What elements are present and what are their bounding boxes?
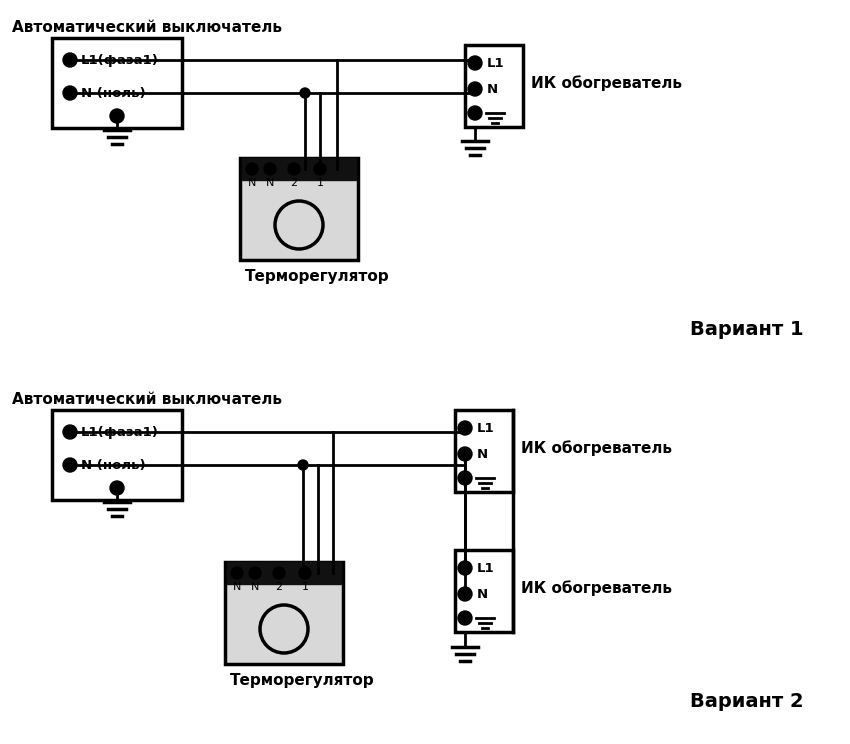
- Text: L1: L1: [487, 57, 505, 69]
- Text: Автоматический выключатель: Автоматический выключатель: [12, 20, 282, 35]
- Text: 2: 2: [275, 582, 282, 592]
- Circle shape: [300, 88, 310, 98]
- Circle shape: [458, 561, 472, 575]
- Circle shape: [458, 447, 472, 461]
- Circle shape: [63, 458, 77, 472]
- Circle shape: [468, 82, 482, 96]
- Circle shape: [458, 421, 472, 435]
- Bar: [52, 410, 182, 500]
- Bar: [455, 410, 513, 492]
- Circle shape: [288, 163, 300, 175]
- Text: N: N: [266, 178, 275, 188]
- Circle shape: [298, 460, 308, 470]
- Text: N: N: [251, 582, 259, 592]
- Text: Вариант 1: Вариант 1: [690, 320, 803, 339]
- Circle shape: [63, 425, 77, 439]
- Text: Автоматический выключатель: Автоматический выключатель: [12, 392, 282, 407]
- Text: N: N: [487, 83, 498, 95]
- Text: 1: 1: [316, 178, 324, 188]
- Bar: [225, 562, 343, 664]
- Bar: [465, 45, 523, 127]
- Text: Вариант 2: Вариант 2: [690, 692, 803, 711]
- Circle shape: [458, 471, 472, 485]
- Text: ИК обогреватель: ИК обогреватель: [521, 440, 672, 456]
- Circle shape: [246, 163, 258, 175]
- Text: 2: 2: [291, 178, 298, 188]
- Circle shape: [468, 56, 482, 70]
- Text: ИК обогреватель: ИК обогреватель: [521, 580, 672, 596]
- Text: Терморегулятор: Терморегулятор: [245, 269, 389, 283]
- Circle shape: [299, 567, 311, 579]
- Circle shape: [63, 86, 77, 100]
- Text: L1: L1: [477, 562, 495, 574]
- Text: N: N: [477, 588, 488, 600]
- Circle shape: [231, 567, 243, 579]
- Text: L1: L1: [477, 422, 495, 434]
- Circle shape: [273, 567, 285, 579]
- Bar: [455, 550, 513, 632]
- Circle shape: [314, 163, 326, 175]
- Bar: [240, 158, 358, 260]
- Circle shape: [110, 481, 124, 495]
- Bar: [227, 562, 341, 584]
- Circle shape: [63, 53, 77, 67]
- Text: L1(фаза1): L1(фаза1): [81, 54, 159, 66]
- Text: N: N: [233, 582, 241, 592]
- Text: Терморегулятор: Терморегулятор: [230, 673, 375, 687]
- Bar: [242, 158, 356, 180]
- Bar: [52, 38, 182, 128]
- Text: N (ноль): N (ноль): [81, 86, 145, 100]
- Text: N: N: [477, 447, 488, 461]
- Circle shape: [468, 106, 482, 120]
- Circle shape: [458, 587, 472, 601]
- Circle shape: [249, 567, 261, 579]
- Text: N: N: [248, 178, 256, 188]
- Text: ИК обогреватель: ИК обогреватель: [531, 75, 682, 91]
- Circle shape: [458, 611, 472, 625]
- Text: 1: 1: [302, 582, 309, 592]
- Text: N (ноль): N (ноль): [81, 458, 145, 472]
- Circle shape: [264, 163, 276, 175]
- Circle shape: [110, 109, 124, 123]
- Text: L1(фаза1): L1(фаза1): [81, 426, 159, 438]
